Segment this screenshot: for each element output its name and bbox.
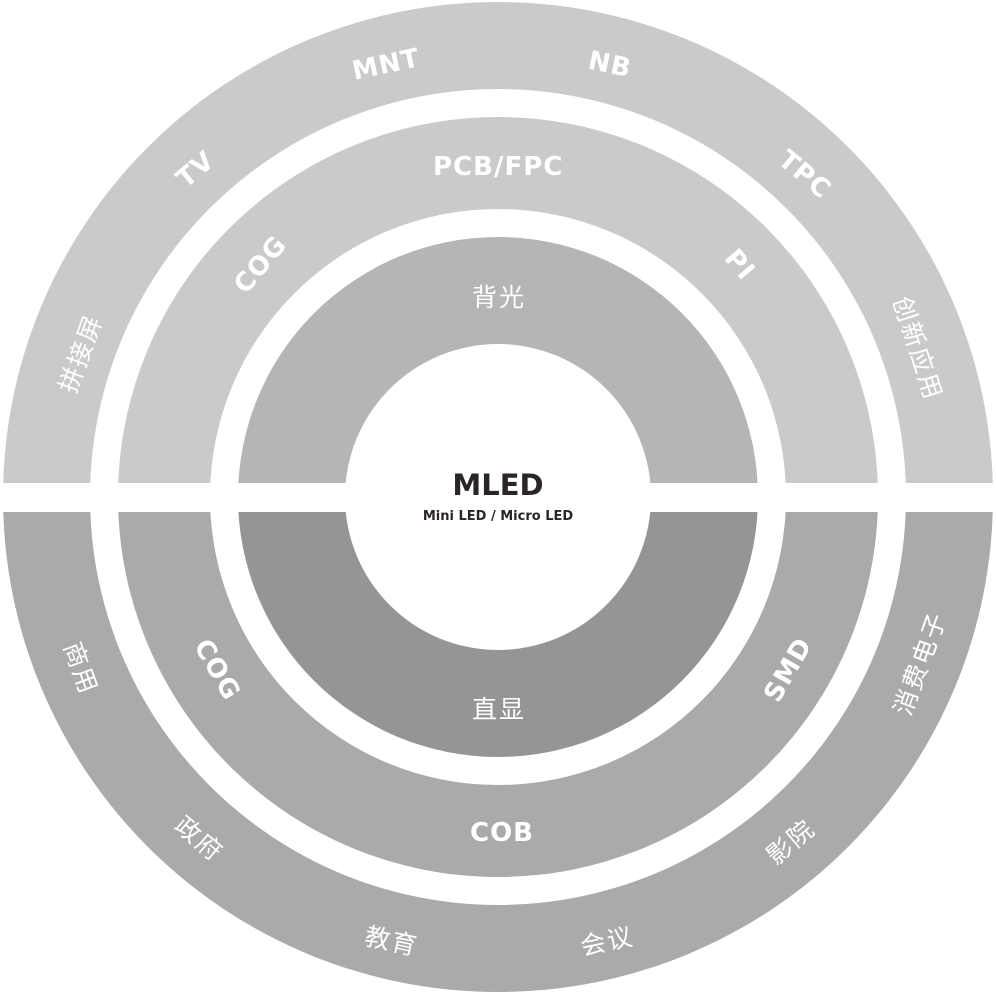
middle-bottom-label: COB: [470, 818, 535, 848]
middle-top-label: PCB/FPC: [433, 152, 564, 182]
inner-bottom-label: 直显: [472, 695, 527, 724]
center-title: MLED: [452, 468, 544, 502]
inner-top-label: 背光: [472, 283, 527, 312]
center-subtitle: Mini LED / Micro LED: [422, 509, 574, 524]
divider-band: [0, 483, 996, 512]
